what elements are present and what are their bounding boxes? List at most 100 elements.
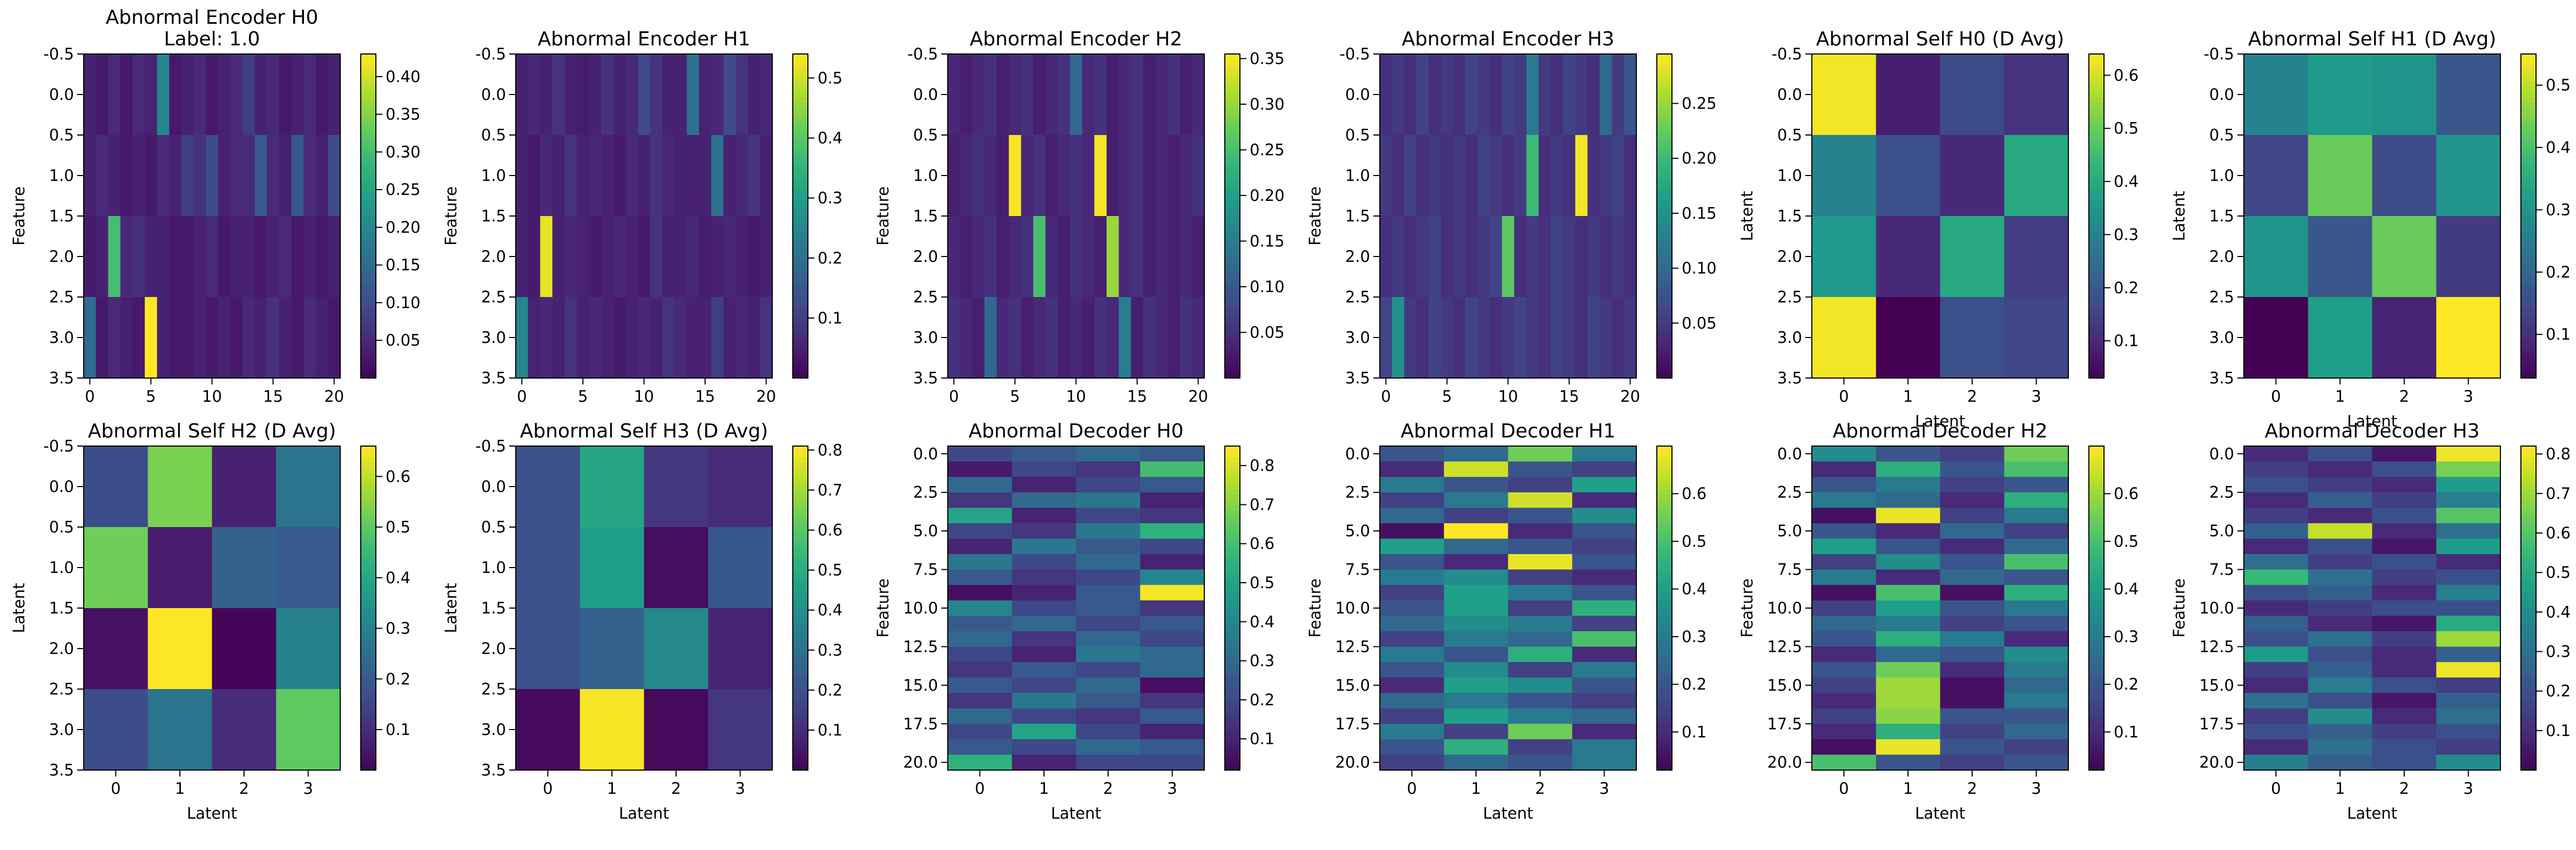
colorbar-segment (361, 732, 376, 738)
heatmap-cell (1404, 216, 1417, 298)
heatmap-cell (948, 54, 961, 136)
heatmap-cell (2244, 724, 2309, 740)
colorbar-segment (2089, 302, 2104, 308)
colorbar-segment (1657, 200, 1672, 206)
colorbar-segment (793, 146, 808, 152)
heatmap-cell (948, 569, 1013, 585)
colorbar-segment (2089, 275, 2104, 281)
y-tick-label: 3.0 (49, 720, 74, 739)
heatmap-cell (2308, 600, 2373, 616)
heatmap-cell (1380, 477, 1445, 493)
heatmap-cell (1011, 600, 1077, 616)
colorbar-tick-label: 0.1 (1250, 730, 1274, 748)
colorbar-segment (2521, 259, 2536, 265)
colorbar-segment (2521, 265, 2536, 271)
colorbar-frame (2088, 53, 2105, 379)
heatmap-cell (1508, 492, 1573, 508)
y-tick-label: 0.5 (49, 126, 74, 144)
y-tick-label: 3.0 (2209, 328, 2234, 347)
heatmap-cell (1940, 554, 2005, 570)
colorbar-segment (793, 130, 808, 136)
colorbar-segment (361, 689, 376, 695)
colorbar-segment (1657, 624, 1672, 630)
colorbar-tick-label: 0.1 (818, 721, 842, 739)
heatmap-cell (540, 54, 553, 136)
colorbar-segment (2089, 373, 2104, 379)
colorbar-segment (361, 484, 376, 490)
colorbar-tick-label: 0.1 (2546, 721, 2571, 740)
colorbar-segment (2089, 673, 2104, 679)
y-tick-label: 17.5 (1767, 714, 1802, 733)
y-tick-label: 3.5 (49, 761, 74, 779)
heatmap-cell (708, 446, 773, 528)
y-tick-label: 2.5 (1777, 288, 1802, 306)
heatmap-cell (1508, 677, 1573, 693)
heatmap-cell (1380, 216, 1393, 298)
colorbar-segment (361, 270, 376, 276)
heatmap-cell (1179, 135, 1192, 217)
y-axis-label: Feature (1738, 578, 1756, 638)
colorbar-segment (1657, 340, 1672, 346)
x-tick-label: 10 (1066, 387, 1086, 406)
heatmap-cell (1076, 677, 1141, 693)
colorbar-segment (793, 265, 808, 271)
heatmap-cell (1572, 461, 1637, 477)
colorbar-segment (1225, 157, 1240, 163)
y-tick-label: 2.0 (913, 247, 938, 266)
colorbar-segment (1657, 592, 1672, 598)
heatmap-cell (1155, 297, 1168, 379)
heatmap-cell (1572, 677, 1637, 693)
colorbar-segment (2521, 124, 2536, 130)
heatmap-cell (1392, 297, 1405, 379)
heatmap-cell (96, 216, 109, 298)
heatmap-cell (1812, 461, 1877, 477)
colorbar-segment (793, 221, 808, 227)
colorbar-segment (1225, 549, 1240, 555)
heatmap-cell (1011, 739, 1077, 755)
heatmap-cell (1550, 216, 1563, 298)
colorbar-tick-label: 0.20 (386, 218, 421, 237)
colorbar-segment (2521, 373, 2536, 379)
y-tick-label: 1.0 (1345, 166, 1370, 185)
heatmap-cell (1514, 297, 1527, 379)
y-tick-label: 0.5 (481, 518, 506, 536)
heatmap-cell (1444, 477, 1509, 493)
heatmap-cell (230, 297, 243, 379)
heatmap-cell (147, 608, 213, 690)
colorbar-segment (2521, 103, 2536, 109)
colorbar-segment (361, 759, 376, 765)
x-tick-label: 15 (263, 387, 283, 406)
heatmap-cell (1392, 54, 1405, 136)
colorbar-tick-label: 0.2 (2546, 682, 2571, 700)
colorbar-segment (1225, 462, 1240, 468)
heatmap-cell (84, 608, 149, 690)
colorbar-segment (1657, 184, 1672, 190)
colorbar-segment (1225, 635, 1240, 641)
colorbar-segment (2089, 76, 2104, 82)
heatmap-cell (1070, 297, 1083, 379)
x-tick-label: 20 (1620, 387, 1640, 406)
y-tick-label: 3.0 (913, 328, 938, 347)
y-tick-label: 2.5 (49, 288, 74, 306)
colorbar-segment (1225, 151, 1240, 157)
colorbar-tick-label: 0.10 (1250, 278, 1285, 296)
heatmap-cell (304, 54, 316, 136)
heatmap-cell (686, 216, 699, 298)
colorbar-segment (2089, 543, 2104, 549)
heatmap-cell (2004, 538, 2069, 555)
heatmap-cell (1812, 693, 1877, 709)
heatmap-cell (206, 216, 219, 298)
colorbar-segment (2089, 178, 2104, 184)
heatmap-cell (2372, 693, 2437, 709)
heatmap-cell (145, 297, 158, 379)
y-tick-label: 2.0 (481, 247, 506, 266)
heatmap-cell (1082, 135, 1095, 217)
colorbar-segment (1657, 302, 1672, 308)
heatmap-cell (1082, 297, 1095, 379)
colorbar-segment (2089, 559, 2104, 565)
y-tick-label: 0.0 (49, 477, 74, 496)
heatmap-cell (1021, 54, 1034, 136)
colorbar-segment (1657, 570, 1672, 576)
colorbar-segment (793, 232, 808, 238)
colorbar-segment (1225, 613, 1240, 619)
